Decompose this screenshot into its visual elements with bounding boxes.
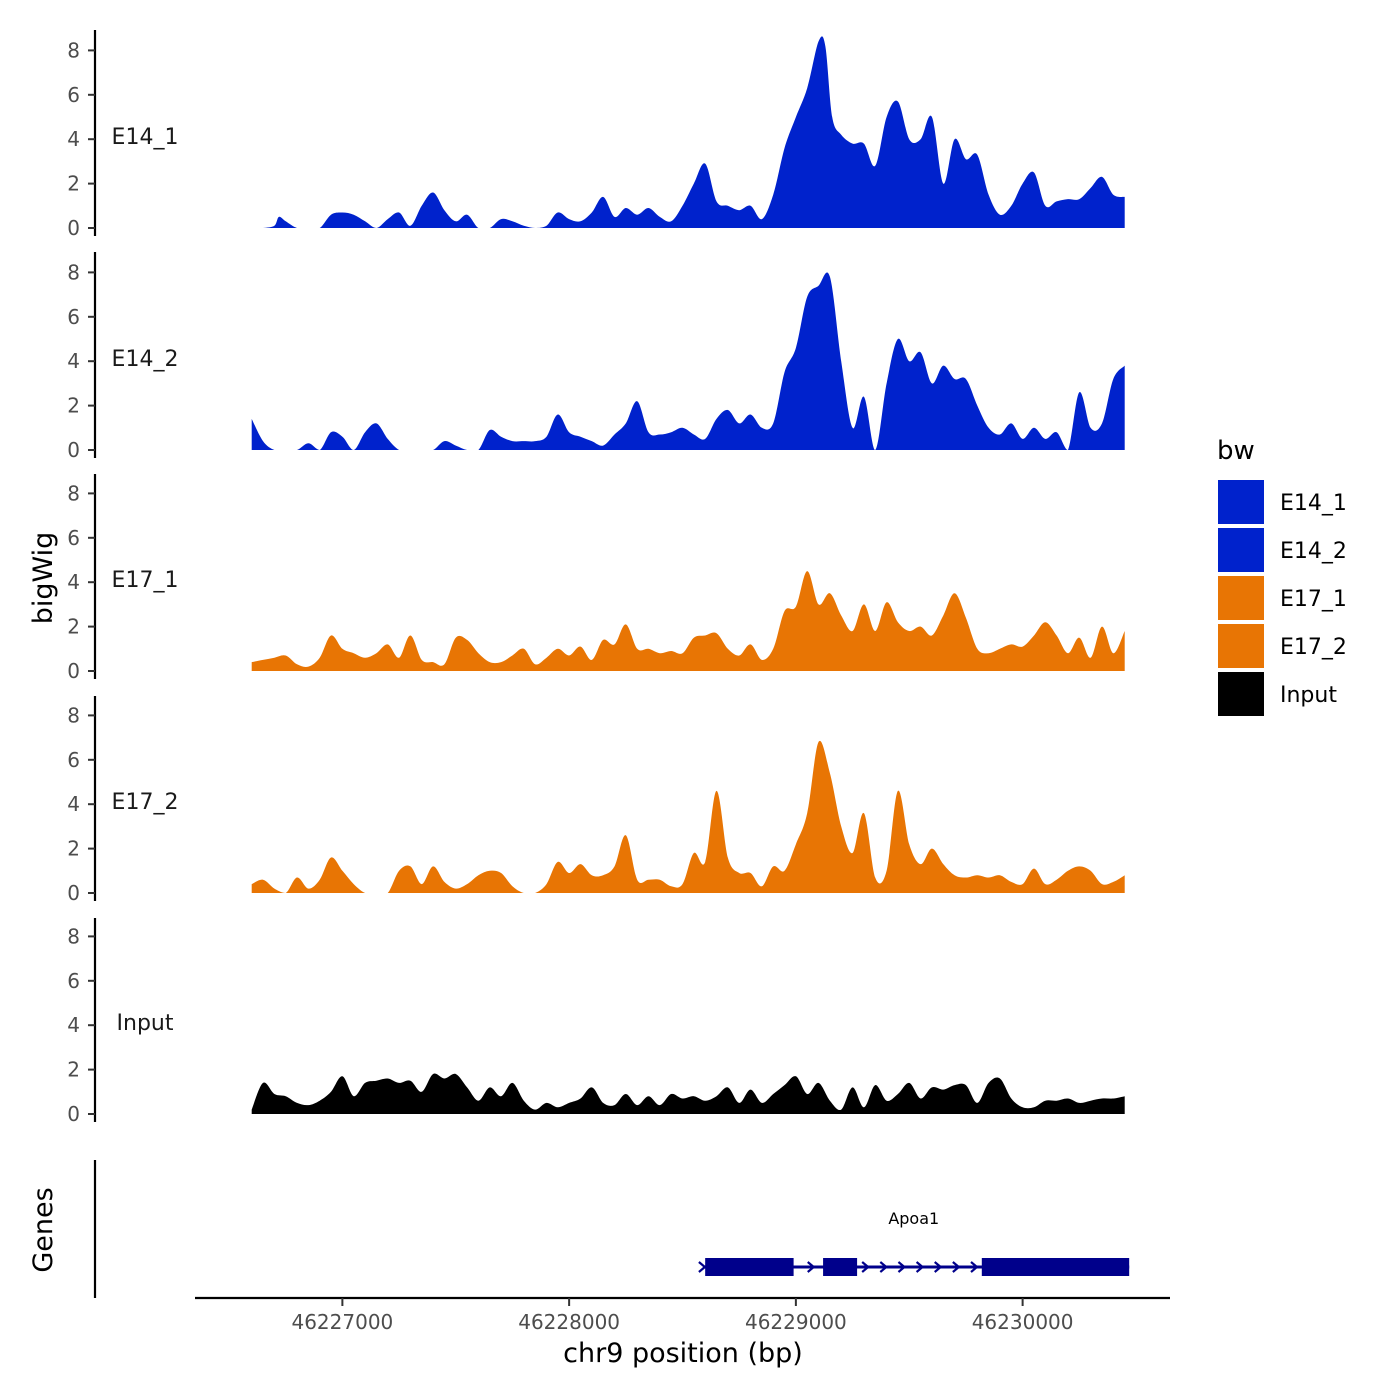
- legend-label: Input: [1280, 683, 1337, 708]
- y-tick-label: 8: [67, 924, 80, 948]
- y-tick-label: 0: [67, 659, 80, 683]
- track-panels: 0 2 4 6 8 E14_1 0 2 4 6 8 E14_2 0 2 4 6 8 E17_1 0 2 4 6 8 E17_2…: [67, 30, 1125, 1126]
- track-label: E17_1: [112, 568, 179, 593]
- x-tick-label: 46229000: [745, 1310, 847, 1334]
- strand-chevron: [879, 1261, 889, 1273]
- track-e17_1: 0 2 4 6 8 E17_1: [67, 474, 1125, 683]
- gene-exon: [823, 1258, 858, 1276]
- y-tick-label: 6: [67, 83, 80, 107]
- x-axis-title: chr9 position (bp): [563, 1338, 803, 1369]
- y-tick-label: 0: [67, 881, 80, 905]
- y-tick-label: 4: [67, 570, 80, 594]
- y-tick-label: 0: [67, 216, 80, 240]
- gene-exon: [981, 1258, 1130, 1276]
- genes-panel: Apoa1: [93, 1160, 1130, 1298]
- y-tick-label: 2: [67, 394, 80, 418]
- track-e14_2: 0 2 4 6 8 E14_2: [67, 252, 1125, 462]
- track-label: Input: [117, 1011, 174, 1036]
- track-input: 0 2 4 6 8 Input: [67, 918, 1125, 1126]
- y-tick-label: 0: [67, 438, 80, 462]
- legend-title: bw: [1217, 436, 1255, 466]
- track-e17_2: 0 2 4 6 8 E17_2: [67, 696, 1125, 905]
- legend-swatch: [1218, 576, 1264, 620]
- gene-exon: [705, 1258, 794, 1276]
- y-tick-label: 4: [67, 792, 80, 816]
- area-e14_1: [251, 36, 1125, 228]
- track-label: E17_2: [112, 790, 179, 815]
- y-tick-label: 8: [67, 38, 80, 62]
- y-tick-label: 8: [67, 703, 80, 727]
- strand-chevron: [861, 1261, 870, 1273]
- y-tick-label: 6: [67, 969, 80, 993]
- strand-chevron: [698, 1261, 707, 1273]
- strand-chevron: [807, 1261, 816, 1273]
- strand-chevron: [897, 1261, 907, 1273]
- y-tick-label: 4: [67, 1013, 80, 1037]
- area-e14_2: [251, 272, 1125, 450]
- legend-label: E17_2: [1280, 635, 1347, 660]
- x-axis: 46227000 46228000 46229000 46230000: [195, 1296, 1170, 1334]
- strand-chevron: [970, 1261, 979, 1273]
- legend-label: E14_1: [1280, 491, 1347, 516]
- strand-chevron: [915, 1261, 925, 1273]
- y-tick-label: 6: [67, 748, 80, 772]
- legend-swatch: [1218, 480, 1264, 524]
- y-tick-label: 6: [67, 305, 80, 329]
- y-tick-label: 4: [67, 349, 80, 373]
- legend-label: E17_1: [1280, 587, 1347, 612]
- y-tick-label: 2: [67, 172, 80, 196]
- legend: bw E14_1 E14_2 E17_1 E17_2 Input: [1217, 436, 1347, 716]
- legend-swatch: [1218, 528, 1264, 572]
- gene-label: Apoa1: [888, 1209, 939, 1228]
- y-tick-label: 2: [67, 837, 80, 861]
- area-e17_2: [251, 740, 1125, 893]
- genes-axis-title: Genes: [28, 1187, 59, 1272]
- legend-swatch: [1218, 672, 1264, 716]
- area-input: [251, 1073, 1125, 1114]
- y-tick-label: 0: [67, 1102, 80, 1126]
- strand-chevron: [934, 1261, 943, 1273]
- x-tick-label: 46228000: [518, 1310, 620, 1334]
- y-tick-label: 8: [67, 481, 80, 505]
- x-tick-label: 46230000: [972, 1310, 1074, 1334]
- x-tick-label: 46227000: [291, 1310, 393, 1334]
- track-label: E14_2: [112, 347, 179, 372]
- track-label: E14_1: [112, 125, 179, 150]
- y-axis-title: bigWig: [28, 532, 59, 625]
- y-tick-label: 8: [67, 260, 80, 284]
- y-tick-label: 4: [67, 127, 80, 151]
- track-e14_1: 0 2 4 6 8 E14_1: [67, 30, 1125, 240]
- y-tick-label: 6: [67, 526, 80, 550]
- strand-chevron: [952, 1261, 961, 1273]
- area-e17_1: [251, 571, 1125, 671]
- y-tick-label: 2: [67, 615, 80, 639]
- y-tick-label: 2: [67, 1058, 80, 1082]
- legend-swatch: [1218, 624, 1264, 668]
- legend-label: E14_2: [1280, 539, 1347, 564]
